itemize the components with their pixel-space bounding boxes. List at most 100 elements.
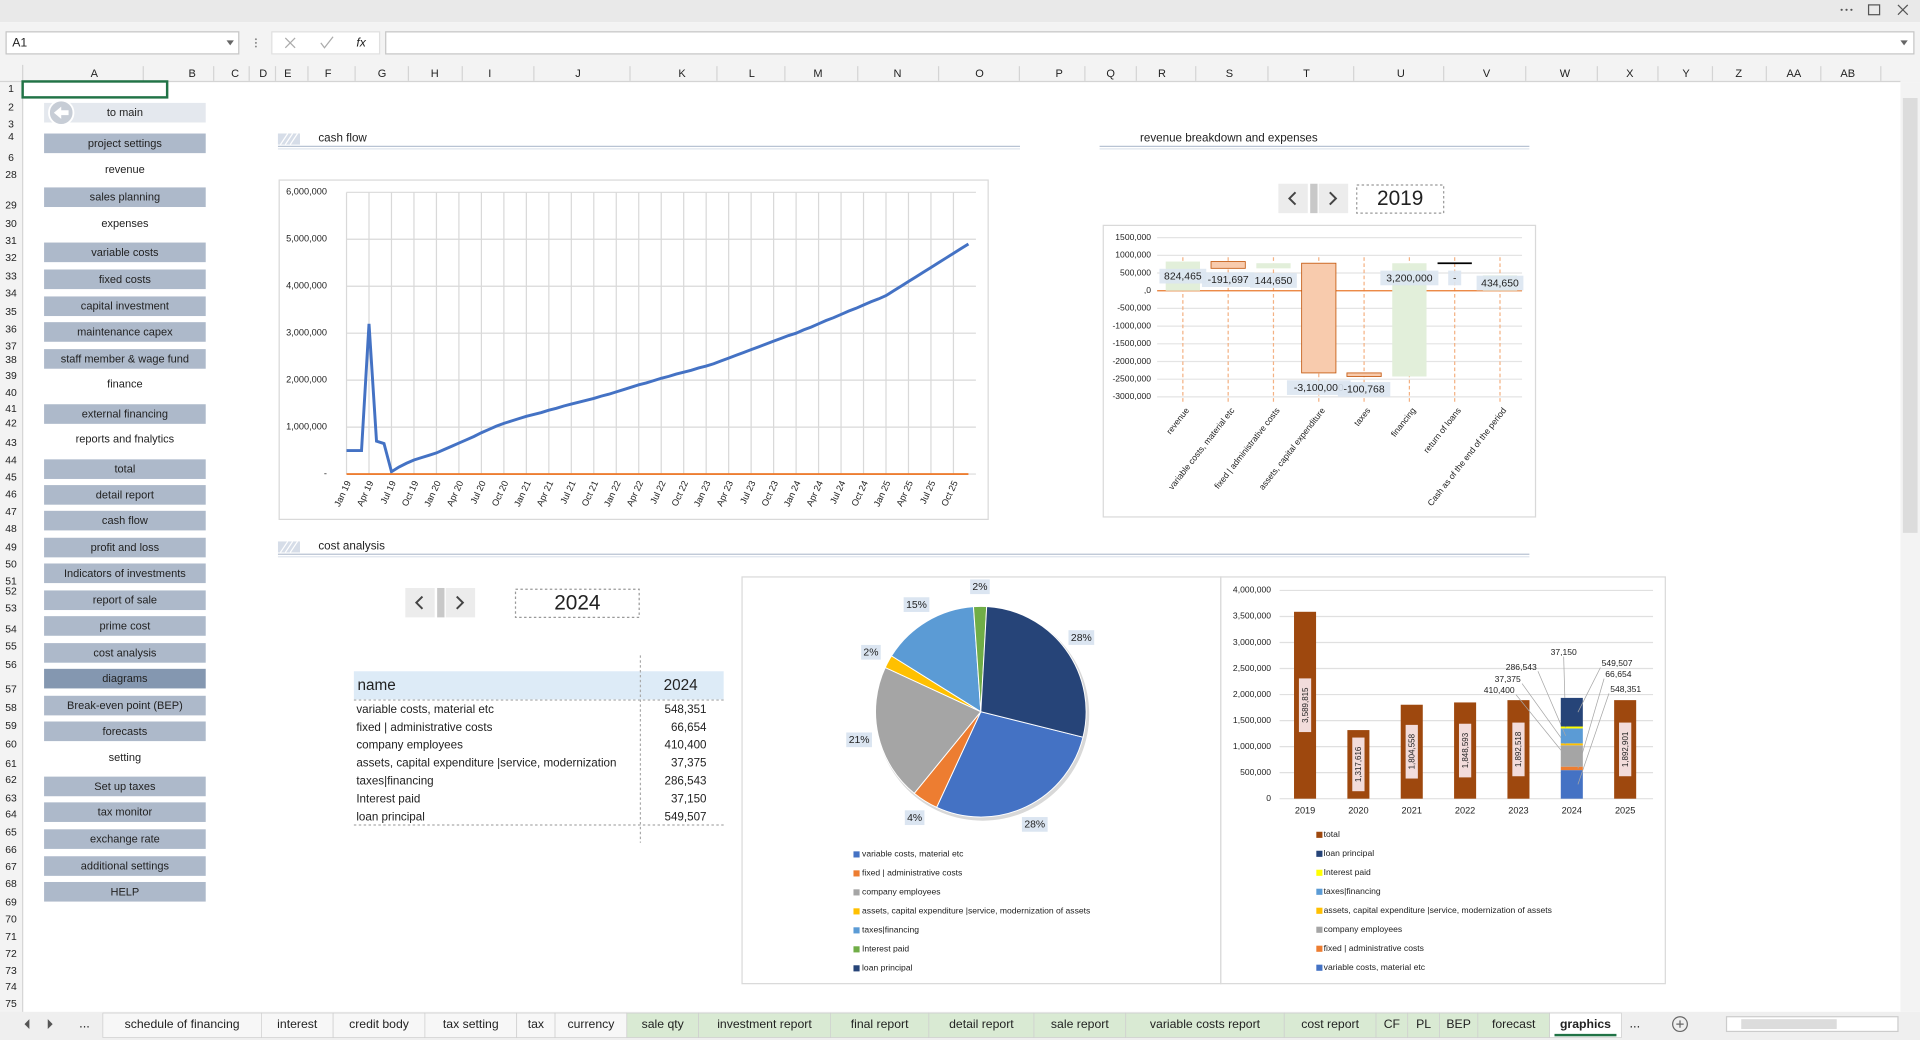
sheet-tab[interactable] <box>626 1012 699 1038</box>
sheet-tab[interactable] <box>830 1012 930 1038</box>
row-header[interactable]: 63 <box>5 793 17 804</box>
column-header[interactable]: M <box>813 68 822 80</box>
column-header[interactable]: X <box>1626 68 1634 80</box>
tab-prev[interactable] <box>24 1019 30 1029</box>
column-header[interactable]: V <box>1483 68 1491 80</box>
row-header[interactable]: 67 <box>5 862 17 873</box>
row-header[interactable]: 71 <box>5 932 17 943</box>
next-year-button[interactable] <box>445 587 476 618</box>
row-header[interactable]: 73 <box>5 966 17 977</box>
sidebar-button[interactable] <box>44 829 206 849</box>
column-header[interactable]: Z <box>1735 68 1742 80</box>
insert-function[interactable]: fx <box>356 36 366 50</box>
sidebar-button[interactable] <box>44 668 206 689</box>
sidebar-button[interactable] <box>44 269 206 290</box>
row-header[interactable]: 70 <box>5 915 17 926</box>
row-header[interactable]: 1 <box>8 84 14 95</box>
row-header[interactable]: 44 <box>5 455 17 466</box>
sheet-tab[interactable] <box>698 1012 831 1038</box>
row-header[interactable]: 57 <box>5 684 17 695</box>
sheet-tab[interactable] <box>1477 1012 1550 1038</box>
sidebar-button[interactable] <box>44 695 206 716</box>
row-header[interactable]: 41 <box>5 404 17 415</box>
row-header[interactable]: 75 <box>5 999 17 1010</box>
column-header[interactable]: D <box>259 68 267 80</box>
column-header[interactable]: E <box>284 68 291 80</box>
column-header[interactable]: U <box>1397 68 1405 80</box>
window-restore[interactable] <box>1867 4 1881 16</box>
sheet-tab[interactable] <box>102 1012 262 1038</box>
sidebar-button[interactable] <box>44 404 206 424</box>
row-header[interactable]: 38 <box>5 355 17 366</box>
row-header[interactable]: 40 <box>5 388 17 399</box>
row-header[interactable]: 29 <box>5 201 17 212</box>
row-header[interactable]: 37 <box>5 341 17 352</box>
sidebar-button[interactable] <box>44 537 206 558</box>
row-header[interactable]: 55 <box>5 642 17 653</box>
column-header[interactable]: AA <box>1787 68 1802 80</box>
sheet-tab[interactable] <box>1549 1012 1622 1038</box>
column-header[interactable]: H <box>431 68 439 80</box>
row-header[interactable]: 34 <box>5 289 17 300</box>
sidebar-button[interactable] <box>44 881 206 902</box>
row-header[interactable]: 49 <box>5 542 17 553</box>
row-header[interactable]: 33 <box>5 272 17 283</box>
window-close[interactable] <box>1897 4 1909 16</box>
column-header[interactable]: A <box>91 68 99 80</box>
row-header[interactable]: 52 <box>5 586 17 597</box>
sidebar-button[interactable] <box>44 616 206 636</box>
row-header[interactable]: 46 <box>5 490 17 501</box>
row-header[interactable]: 68 <box>5 879 17 890</box>
name-box[interactable] <box>5 31 240 55</box>
name-box-dropdown[interactable] <box>226 40 234 46</box>
column-header[interactable]: P <box>1056 68 1063 80</box>
column-header[interactable]: B <box>189 68 196 80</box>
sidebar-button[interactable] <box>44 296 206 317</box>
row-header[interactable]: 61 <box>5 759 17 770</box>
sidebar-button[interactable] <box>44 459 206 479</box>
column-header[interactable]: J <box>575 68 581 80</box>
row-header[interactable]: 56 <box>5 660 17 671</box>
column-header[interactable]: Q <box>1106 68 1115 80</box>
vertical-scroll-thumb[interactable] <box>1902 97 1918 533</box>
tab-overflow[interactable]: ... <box>1629 1015 1640 1030</box>
new-sheet[interactable] <box>1672 1016 1688 1033</box>
sidebar-button[interactable] <box>44 721 206 742</box>
row-header[interactable]: 28 <box>5 170 17 181</box>
column-header[interactable]: G <box>378 68 387 80</box>
sidebar-button[interactable] <box>44 563 206 584</box>
row-header[interactable]: 66 <box>5 845 17 856</box>
column-header[interactable]: S <box>1226 68 1233 80</box>
row-header[interactable]: 35 <box>5 307 17 318</box>
row-header[interactable]: 6 <box>8 153 14 164</box>
formula-input[interactable] <box>385 31 1915 55</box>
sheet-tab[interactable] <box>424 1012 518 1038</box>
row-header[interactable]: 72 <box>5 949 17 960</box>
tab-next[interactable] <box>47 1019 53 1029</box>
row-header[interactable]: 74 <box>5 982 17 993</box>
column-header[interactable]: Y <box>1682 68 1690 80</box>
row-header[interactable]: 30 <box>5 219 17 230</box>
column-header[interactable]: I <box>488 68 491 80</box>
sheet-tab[interactable] <box>554 1012 628 1038</box>
next-year-button[interactable] <box>1318 183 1349 214</box>
sidebar-button[interactable] <box>44 485 206 505</box>
row-header[interactable]: 59 <box>5 721 17 732</box>
column-header[interactable]: O <box>975 68 984 80</box>
row-header[interactable]: 50 <box>5 559 17 570</box>
row-header[interactable]: 58 <box>5 703 17 714</box>
column-header[interactable]: T <box>1303 68 1310 80</box>
horizontal-scroll-thumb[interactable] <box>1741 1019 1837 1029</box>
sidebar-button[interactable] <box>44 102 206 123</box>
sidebar-button[interactable] <box>44 802 206 822</box>
row-header[interactable]: 36 <box>5 324 17 335</box>
row-header[interactable]: 48 <box>5 524 17 535</box>
row-header[interactable]: 69 <box>5 898 17 909</box>
cancel-button[interactable] <box>284 37 296 49</box>
row-header[interactable]: 43 <box>5 438 17 449</box>
row-header[interactable]: 54 <box>5 624 17 635</box>
row-header[interactable]: 42 <box>5 419 17 430</box>
column-header[interactable]: K <box>678 68 686 80</box>
row-header[interactable]: 2 <box>8 103 14 114</box>
window-more[interactable] <box>1840 8 1853 11</box>
